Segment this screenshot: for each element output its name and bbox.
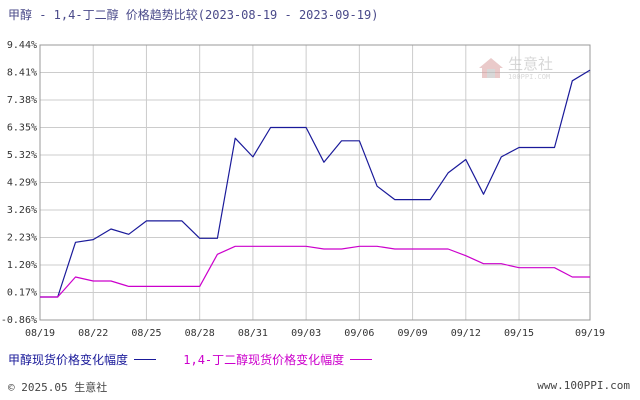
y-tick-label: 9.44%	[7, 40, 37, 51]
x-tick-label: 09/15	[504, 328, 534, 339]
x-tick-label: 08/28	[185, 328, 215, 339]
y-tick-label: 5.32%	[7, 150, 37, 161]
x-tick-label: 09/09	[398, 328, 428, 339]
house-logo-icon	[479, 57, 503, 78]
watermark-text: 生意社	[508, 55, 554, 73]
x-tick-label: 08/31	[238, 328, 268, 339]
x-tick-label: 08/25	[131, 328, 161, 339]
watermark: 生意社 100PPI.COM	[478, 54, 553, 81]
legend-swatch-methanol	[134, 359, 157, 360]
grid	[39, 44, 591, 321]
watermark-subtext: 100PPI.COM	[508, 73, 551, 81]
x-tick-label: 09/19	[575, 328, 605, 339]
x-axis-ticks: 08/19 08/22 08/25 08/28 08/31 09/03 09/06 09/09…	[25, 328, 605, 339]
y-tick-label: 4.29%	[7, 178, 37, 189]
y-axis-ticks: 9.44% 8.41% 7.38% 6.35% 5.32% 4.29% 3.26% 2.23%…	[1, 40, 37, 326]
x-tick-label: 09/06	[344, 328, 374, 339]
legend: 甲醇现货价格变化幅度 1,4-丁二醇现货价格变化幅度	[8, 351, 392, 368]
legend-swatch-bdo	[350, 359, 373, 360]
legend-item-methanol: 甲醇现货价格变化幅度	[8, 351, 157, 368]
line-chart: 9.44% 8.41% 7.38% 6.35% 5.32% 4.29% 3.26% 2.23%…	[1, 40, 605, 339]
x-tick-label: 09/03	[291, 328, 321, 339]
plot-frame	[39, 44, 591, 321]
x-tick-label: 08/19	[25, 328, 55, 339]
legend-item-bdo: 1,4-丁二醇现货价格变化幅度	[183, 351, 373, 368]
y-tick-label: 7.38%	[7, 95, 37, 106]
y-tick-label: 6.35%	[7, 123, 37, 134]
series-line-methanol	[40, 69, 591, 298]
y-tick-label: 2.23%	[7, 233, 37, 244]
legend-label-bdo: 1,4-丁二醇现货价格变化幅度	[183, 353, 345, 367]
series-lines	[40, 69, 591, 298]
legend-label-methanol: 甲醇现货价格变化幅度	[8, 353, 129, 367]
footer-site-link[interactable]: www.100PPI.com	[537, 379, 630, 392]
x-tick-label: 09/12	[451, 328, 481, 339]
y-tick-label: 8.41%	[7, 68, 37, 79]
y-tick-label: 0.17%	[7, 288, 37, 299]
chart-title: 甲醇 - 1,4-丁二醇 价格趋势比较(2023-08-19 - 2023-09…	[8, 8, 379, 22]
series-line-bdo	[40, 245, 590, 298]
footer-copyright: © 2025.05 生意社	[8, 381, 108, 394]
y-tick-label: 3.26%	[7, 205, 37, 216]
x-tick-label: 08/22	[78, 328, 108, 339]
y-tick-label: 1.20%	[7, 260, 37, 271]
y-tick-label: -0.86%	[1, 315, 37, 326]
